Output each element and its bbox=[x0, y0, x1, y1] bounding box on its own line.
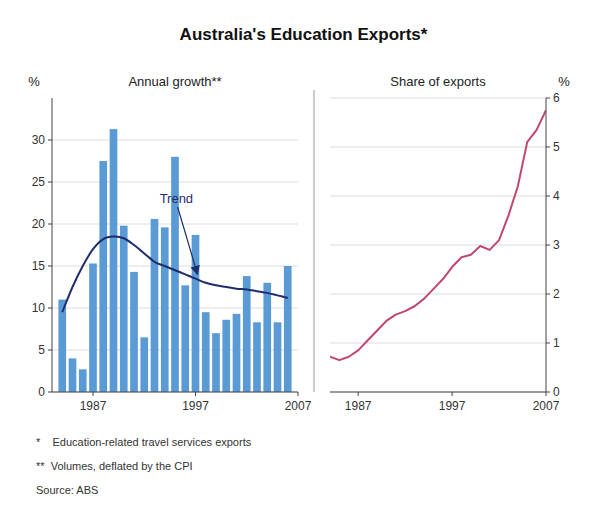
y-tick bbox=[546, 343, 550, 344]
x-tick bbox=[546, 392, 547, 396]
annotation: Trend bbox=[160, 191, 193, 206]
y-tick bbox=[48, 140, 52, 141]
x-tick bbox=[452, 392, 453, 396]
panel-0: 0 5 10 15 20 25 30 1987 1997 2007 Annual growth**%… bbox=[28, 74, 311, 413]
bar bbox=[284, 266, 292, 392]
footnote: * Education-related travel services expo… bbox=[36, 436, 252, 448]
x-tick-label: 1987 bbox=[345, 399, 372, 413]
y-tick-label: 5 bbox=[38, 343, 45, 357]
y-tick bbox=[546, 294, 550, 295]
bar bbox=[181, 285, 189, 392]
y-tick bbox=[48, 392, 52, 393]
bar bbox=[89, 263, 97, 392]
annotation-arrow bbox=[178, 207, 198, 274]
y-axis bbox=[52, 98, 53, 392]
x-tick bbox=[298, 392, 299, 396]
y-tick bbox=[48, 308, 52, 309]
x-tick bbox=[93, 392, 94, 396]
x-axis bbox=[330, 392, 546, 393]
bar bbox=[120, 226, 128, 392]
chart-container: 051015202530198719972007Annual growth**%… bbox=[0, 0, 607, 527]
bar bbox=[110, 129, 118, 392]
grid-line bbox=[330, 245, 546, 246]
bar bbox=[202, 312, 210, 392]
bar bbox=[222, 320, 230, 392]
background bbox=[0, 0, 607, 527]
grid-line bbox=[330, 294, 546, 295]
y-tick-label: 10 bbox=[32, 301, 46, 315]
y-tick-label: 25 bbox=[32, 175, 46, 189]
bar bbox=[69, 358, 77, 392]
divider bbox=[314, 90, 315, 392]
y-tick-label: 20 bbox=[32, 217, 46, 231]
y-tick-label: 3 bbox=[553, 238, 560, 252]
grid-line bbox=[330, 392, 546, 393]
grid-line bbox=[330, 98, 546, 99]
x-tick-label: 1997 bbox=[439, 399, 466, 413]
footnote: ** Volumes, deflated by the CPI bbox=[36, 460, 193, 472]
bar bbox=[79, 369, 87, 392]
y-tick bbox=[546, 98, 550, 99]
bar bbox=[263, 283, 271, 392]
line bbox=[62, 237, 288, 313]
bar bbox=[274, 322, 282, 392]
y-tick bbox=[546, 245, 550, 246]
bar bbox=[233, 314, 241, 392]
y-tick-label: 0 bbox=[38, 385, 45, 399]
line bbox=[330, 110, 546, 360]
data-group bbox=[330, 110, 546, 360]
x-tick-label: 2007 bbox=[285, 399, 312, 413]
grid-line bbox=[52, 140, 298, 141]
y-label: % bbox=[558, 74, 570, 89]
bar bbox=[212, 333, 220, 392]
y-tick bbox=[546, 147, 550, 148]
data-group bbox=[58, 129, 291, 392]
chart: 051015202530198719972007Annual growth**%… bbox=[0, 0, 607, 527]
bar bbox=[151, 219, 159, 392]
y-axis bbox=[546, 98, 547, 392]
y-tick bbox=[48, 182, 52, 183]
x-axis bbox=[52, 392, 298, 393]
bar bbox=[99, 161, 107, 392]
bar bbox=[58, 300, 66, 392]
panel-title: Annual growth** bbox=[128, 74, 221, 89]
y-tick-label: 6 bbox=[553, 91, 560, 105]
y-tick bbox=[546, 196, 550, 197]
bar bbox=[161, 227, 169, 392]
y-tick-label: 0 bbox=[553, 385, 560, 399]
y-tick-label: 15 bbox=[32, 259, 46, 273]
grid-line bbox=[330, 343, 546, 344]
y-tick bbox=[48, 224, 52, 225]
bar bbox=[243, 276, 251, 392]
y-tick-label: 2 bbox=[553, 287, 560, 301]
y-tick bbox=[546, 392, 550, 393]
grid-line bbox=[52, 392, 298, 393]
y-tick-label: 1 bbox=[553, 336, 560, 350]
y-tick bbox=[48, 350, 52, 351]
panel-title: Share of exports bbox=[390, 74, 486, 89]
grid-line bbox=[330, 147, 546, 148]
y-tick-label: 30 bbox=[32, 133, 46, 147]
title: Australia's Education Exports* bbox=[180, 25, 428, 44]
y-label: % bbox=[28, 74, 40, 89]
x-tick bbox=[195, 392, 196, 396]
bar bbox=[130, 272, 138, 392]
x-tick-label: 1987 bbox=[80, 399, 107, 413]
y-tick bbox=[48, 266, 52, 267]
panel-1: 0 1 2 3 4 5 6 1987 1997 2007 Share of exports% bbox=[330, 74, 570, 413]
bar bbox=[253, 322, 261, 392]
y-tick-label: 4 bbox=[553, 189, 560, 203]
x-tick-label: 2007 bbox=[533, 399, 560, 413]
y-tick-label: 5 bbox=[553, 140, 560, 154]
bar bbox=[140, 337, 148, 392]
footnote: Source: ABS bbox=[36, 484, 98, 496]
x-tick bbox=[358, 392, 359, 396]
x-tick-label: 1997 bbox=[182, 399, 209, 413]
